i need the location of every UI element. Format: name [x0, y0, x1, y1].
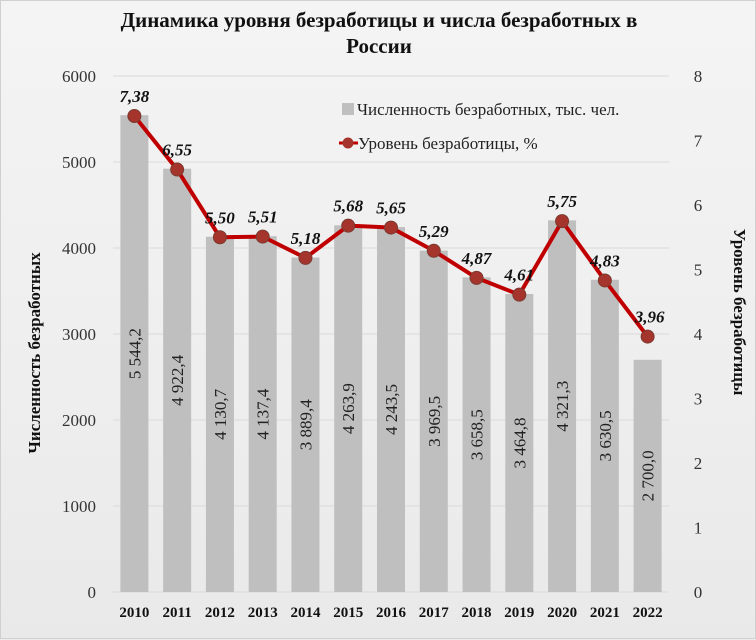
- line-marker: [512, 287, 527, 302]
- legend-line-marker-icon: [342, 137, 354, 149]
- line-value-label: 4,61: [503, 266, 534, 285]
- bar-value-label: 3 969,5: [425, 396, 444, 447]
- y-axis-right-tick: 2: [694, 454, 703, 473]
- line-value-label: 4,87: [461, 249, 493, 268]
- y-axis-right-tick: 6: [694, 196, 703, 215]
- y-axis-right-tick: 7: [694, 132, 703, 151]
- y-axis-right-title: Уровень безработицы: [730, 229, 749, 396]
- line-value-label: 5,75: [547, 192, 577, 211]
- line-marker: [298, 250, 313, 265]
- line-value-label: 7,38: [120, 87, 150, 106]
- y-axis-right-tick: 0: [694, 583, 703, 602]
- line-value-label: 5,18: [291, 229, 321, 248]
- line-value-label: 5,50: [205, 208, 235, 227]
- x-axis-tick: 2020: [547, 605, 577, 621]
- x-axis-tick: 2022: [633, 605, 663, 621]
- line-value-label: 4,83: [589, 251, 620, 270]
- y-axis-left-tick: 3000: [62, 325, 96, 344]
- bar-unemployed-2014: [291, 257, 320, 592]
- line-marker: [640, 329, 655, 344]
- line-marker: [212, 230, 227, 245]
- y-axis-left-tick: 1000: [62, 497, 96, 516]
- x-axis-tick: 2012: [205, 605, 235, 621]
- line-marker: [341, 218, 356, 233]
- bar-unemployed-2019: [505, 294, 534, 592]
- bar-value-label: 4 263,9: [339, 383, 358, 434]
- bar-unemployed-2016: [377, 227, 405, 592]
- legend-bar-label: Численность безработных, тыс. чел.: [357, 100, 619, 119]
- bar-unemployed-2017: [419, 250, 448, 593]
- chart-title: Динамика уровня безработицы и числа безр…: [1, 7, 756, 59]
- x-axis-tick: 2017: [419, 605, 450, 621]
- bar-unemployed-2013: [248, 236, 277, 592]
- y-axis-right-tick: 4: [694, 325, 703, 344]
- chart-title-line-1: Динамика уровня безработицы и числа безр…: [120, 8, 638, 32]
- line-marker: [255, 229, 270, 244]
- bar-value-label: 2 700,0: [639, 450, 658, 501]
- bar-unemployed-2021: [590, 279, 619, 592]
- bar-unemployed-2022: [633, 359, 662, 592]
- legend-bar-swatch-icon: [342, 103, 354, 115]
- line-marker: [597, 273, 612, 288]
- line-value-label: 6,55: [162, 141, 192, 160]
- x-axis-tick: 2018: [462, 605, 492, 621]
- line-value-label: 5,68: [333, 197, 363, 216]
- line-value-label: 3,96: [634, 308, 665, 327]
- bar-value-label: 5 544,2: [125, 328, 144, 379]
- line-marker: [426, 243, 441, 258]
- line-marker: [469, 270, 484, 285]
- bar-value-label: 3 658,5: [468, 409, 487, 460]
- y-axis-right-tick: 8: [694, 67, 703, 86]
- line-value-label: 5,29: [419, 222, 449, 241]
- line-marker: [127, 108, 142, 123]
- line-marker: [384, 220, 398, 235]
- x-axis-tick: 2019: [504, 605, 534, 621]
- bar-value-label: 4 130,7: [211, 388, 230, 440]
- bar-value-label: 4 321,3: [553, 381, 572, 432]
- bar-unemployed-2011: [163, 168, 192, 593]
- x-axis-tick: 2014: [290, 605, 321, 621]
- bar-value-label: 3 630,5: [596, 410, 615, 461]
- x-axis-tick: 2013: [248, 605, 278, 621]
- x-axis-tick: 2016: [376, 605, 407, 621]
- bar-value-label: 3 889,4: [296, 399, 315, 451]
- bar-value-label: 4 243,5: [382, 384, 401, 435]
- line-marker: [170, 162, 185, 177]
- bar-value-label: 4 922,4: [168, 354, 187, 406]
- x-axis-tick: 2021: [590, 605, 620, 621]
- y-axis-left-title: Численность безработных: [25, 252, 44, 454]
- legend-line-label: Уровень безработицы, %: [358, 134, 538, 153]
- x-axis-tick: 2010: [119, 605, 149, 621]
- bar-unemployed-2010: [120, 115, 149, 593]
- chart-title-line-2: России: [346, 34, 412, 58]
- y-axis-right-tick: 3: [694, 390, 703, 409]
- y-axis-left-tick: 4000: [62, 239, 96, 258]
- bar-unemployed-2018: [462, 277, 491, 592]
- y-axis-left-tick: 2000: [62, 411, 96, 430]
- line-marker: [555, 214, 570, 229]
- y-axis-left-tick: 0: [88, 583, 97, 602]
- y-axis-left-tick: 6000: [62, 67, 96, 86]
- bar-unemployed-2015: [334, 225, 363, 592]
- y-axis-right-tick: 5: [694, 261, 703, 280]
- line-value-label: 5,65: [376, 199, 406, 218]
- x-axis-tick: 2015: [333, 605, 363, 621]
- line-value-label: 5,51: [248, 208, 278, 227]
- y-axis-right-tick: 1: [694, 519, 703, 538]
- bar-unemployed-2020: [548, 220, 577, 592]
- y-axis-left-tick: 5000: [62, 153, 96, 172]
- x-axis-tick: 2011: [163, 605, 192, 621]
- bar-unemployed-2012: [205, 236, 234, 592]
- bar-value-label: 3 464,8: [510, 418, 529, 469]
- bar-value-label: 4 137,4: [254, 388, 273, 440]
